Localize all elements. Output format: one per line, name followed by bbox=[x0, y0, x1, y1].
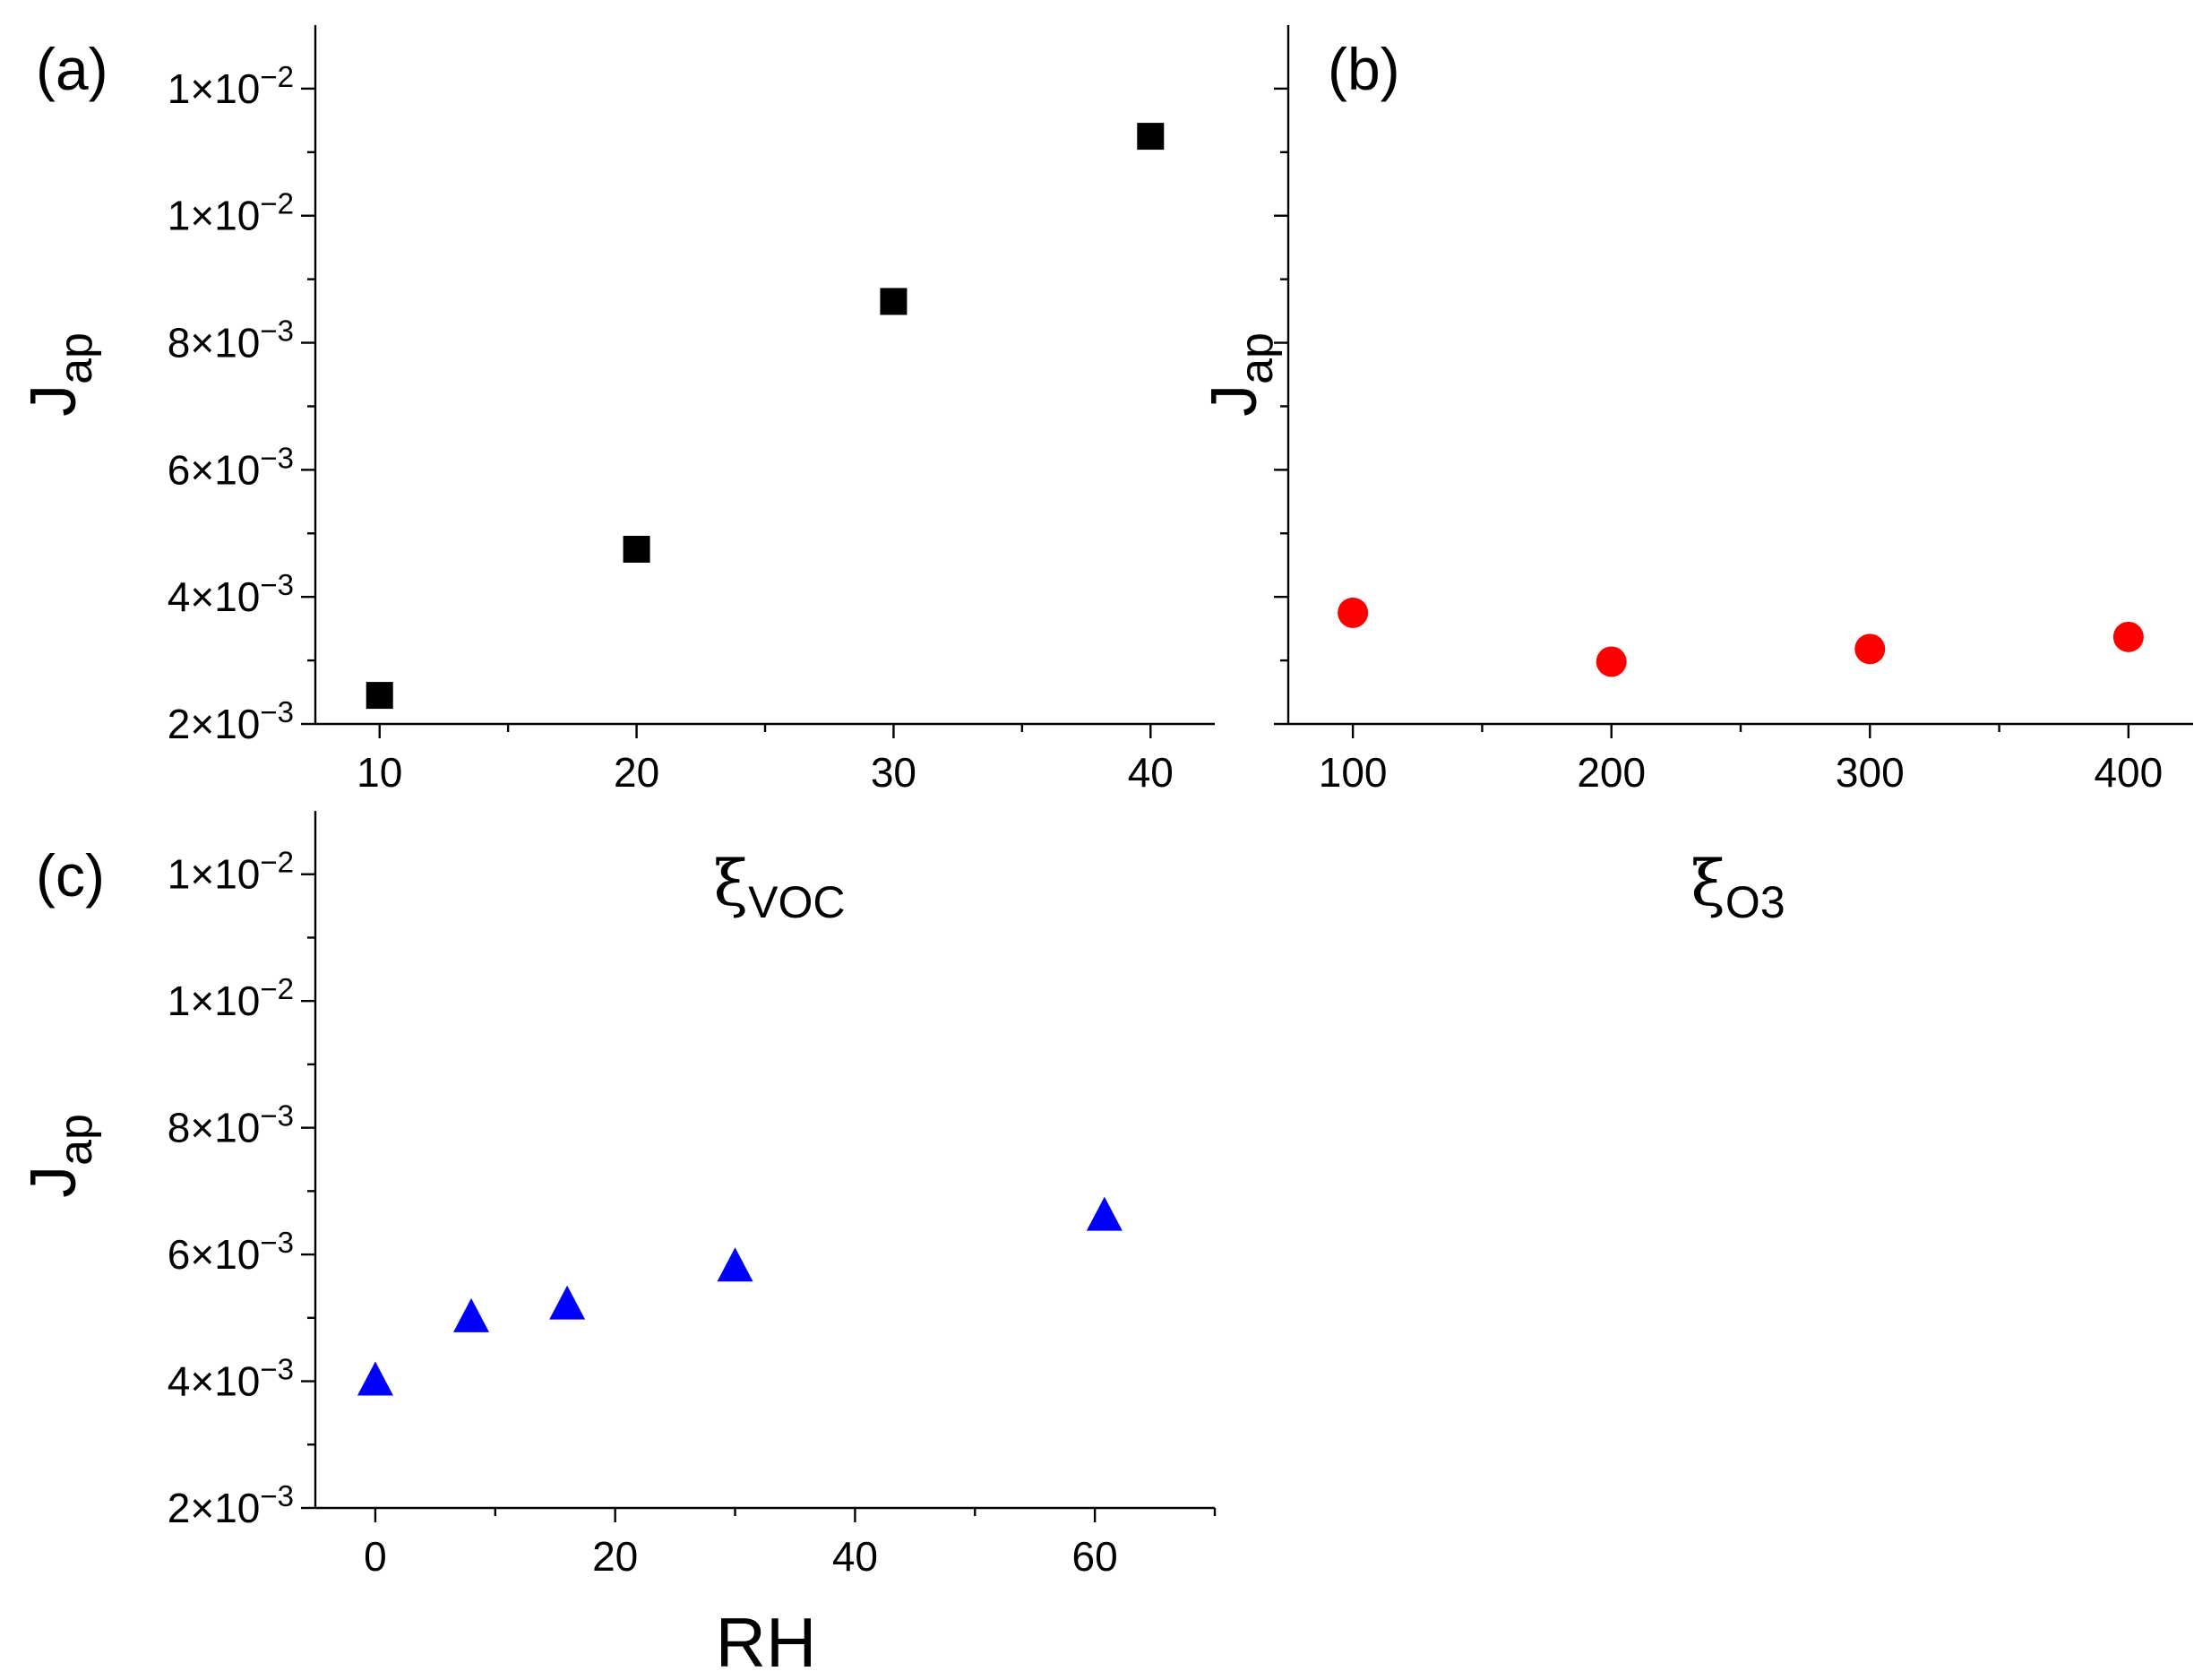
data-point-square bbox=[880, 288, 908, 315]
data-point-triangle bbox=[453, 1297, 490, 1332]
panel-label: (a) bbox=[36, 36, 108, 102]
data-point-circle bbox=[1854, 633, 1886, 665]
panel-label: (b) bbox=[1328, 36, 1400, 102]
x-axis-label: ξVOC bbox=[714, 847, 846, 927]
data-point-square bbox=[366, 682, 393, 710]
data-point-triangle bbox=[357, 1361, 393, 1396]
data-point-circle bbox=[2112, 621, 2144, 652]
x-tick-label: 40 bbox=[832, 1533, 878, 1580]
x-axis-label: RH bbox=[716, 1603, 817, 1680]
x-axis-label: ξO3 bbox=[1691, 847, 1785, 927]
y-tick-label: 6×10−3 bbox=[168, 441, 294, 493]
data-point-square bbox=[623, 536, 650, 563]
data-point-circle bbox=[1596, 646, 1627, 677]
y-tick-label: 1×10−2 bbox=[168, 187, 294, 239]
data-point-triangle bbox=[549, 1285, 586, 1320]
data-point-triangle bbox=[1086, 1196, 1123, 1231]
y-axis-label: Jap bbox=[1199, 332, 1283, 417]
x-tick-label: 10 bbox=[357, 749, 402, 796]
panel-b: 100 200 300 400 (b) Jap ξO3 bbox=[1199, 25, 2193, 927]
x-tick-label: 0 bbox=[364, 1533, 387, 1580]
y-tick-label: 2×10−3 bbox=[168, 695, 294, 747]
x-tick-label: 20 bbox=[614, 749, 659, 796]
panel-c: 0 20 40 60 2×10−3 4×10−3 6×10−3 8×10−3 1×10−2 1×1… bbox=[18, 811, 1217, 1680]
x-tick-label: 20 bbox=[592, 1533, 638, 1580]
y-tick-label: 1×10−2 bbox=[168, 846, 294, 898]
y-tick-label: 6×10−3 bbox=[168, 1226, 294, 1278]
panel-a: 10 20 30 40 2×10−3 4×10−3 6×10−3 8×10−3 1×10−2 1×… bbox=[18, 25, 1215, 927]
y-tick-label: 2×10−3 bbox=[168, 1479, 294, 1531]
y-tick-label: 1×10−2 bbox=[168, 972, 294, 1024]
data-point-square bbox=[1137, 123, 1165, 151]
y-tick-label: 1×10−2 bbox=[168, 60, 294, 112]
y-tick-label: 4×10−3 bbox=[168, 568, 294, 620]
x-tick-label: 300 bbox=[1836, 749, 1905, 796]
x-tick-label: 200 bbox=[1577, 749, 1646, 796]
y-tick-label: 4×10−3 bbox=[168, 1353, 294, 1405]
x-tick-label: 40 bbox=[1128, 749, 1174, 796]
panel-label: (c) bbox=[36, 842, 105, 909]
data-point-triangle bbox=[717, 1247, 753, 1282]
x-tick-label: 30 bbox=[871, 749, 916, 796]
y-tick-label: 8×10−3 bbox=[168, 1099, 294, 1151]
x-tick-label: 400 bbox=[2094, 749, 2163, 796]
y-axis-label: Jap bbox=[18, 332, 102, 417]
x-tick-label: 60 bbox=[1072, 1533, 1118, 1580]
y-axis-label: Jap bbox=[18, 1114, 102, 1198]
data-point-circle bbox=[1338, 597, 1369, 628]
x-tick-label: 100 bbox=[1319, 749, 1388, 796]
y-tick-label: 8×10−3 bbox=[168, 314, 294, 366]
